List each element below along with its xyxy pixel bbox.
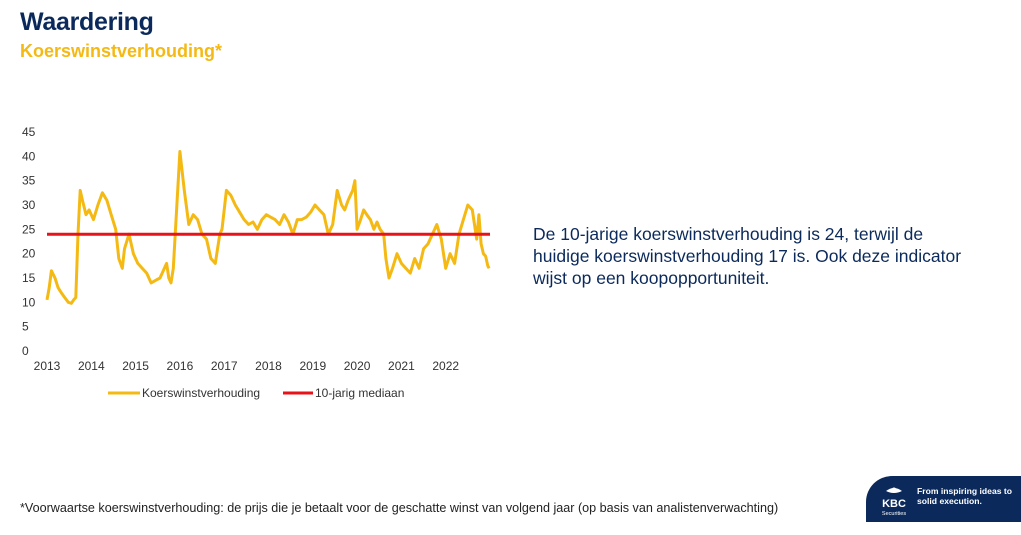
x-axis-tick-labels: 2013 2014 2015 2016 2017 2018 2019 2020 2021 2022 xyxy=(34,359,460,373)
chart-commentary: De 10-jarige koerswinstverhouding is 24,… xyxy=(533,224,962,288)
x-tick-label: 2019 xyxy=(299,359,326,373)
brand-name: KBC xyxy=(882,498,906,510)
x-tick-label: 2022 xyxy=(432,359,459,373)
legend-label-median: 10-jarig mediaan xyxy=(315,386,404,400)
x-tick-label: 2020 xyxy=(344,359,371,373)
x-tick-label: 2018 xyxy=(255,359,282,373)
x-tick-label: 2017 xyxy=(211,359,238,373)
footnote: *Voorwaartse koerswinstverhouding: de pr… xyxy=(20,501,779,515)
chart-legend: Koerswinstverhouding 10-jarig mediaan xyxy=(108,386,404,400)
series-lines xyxy=(45,150,491,305)
brand-badge: KBC Securities From inspiring ideas to s… xyxy=(866,476,1021,522)
y-tick-label: 10 xyxy=(22,295,36,309)
legend-item-pe: Koerswinstverhouding xyxy=(108,386,260,400)
y-axis-tick-labels: 0 5 10 15 20 25 30 35 40 45 xyxy=(22,125,36,358)
y-tick-label: 20 xyxy=(22,247,36,261)
y-tick-label: 45 xyxy=(22,125,36,139)
x-tick-label: 2016 xyxy=(167,359,194,373)
y-tick-label: 35 xyxy=(22,174,36,188)
x-tick-label: 2013 xyxy=(34,359,61,373)
y-tick-label: 5 xyxy=(22,320,29,334)
page-title: Waardering xyxy=(20,8,154,36)
x-tick-label: 2014 xyxy=(78,359,105,373)
y-tick-label: 25 xyxy=(22,222,36,236)
brand-tagline: From inspiring ideas to solid execution. xyxy=(917,486,1013,506)
legend-label-pe: Koerswinstverhouding xyxy=(142,386,260,400)
page-subtitle: Koerswinstverhouding* xyxy=(20,41,223,61)
legend-item-median: 10-jarig mediaan xyxy=(283,386,404,400)
y-tick-label: 15 xyxy=(22,271,36,285)
x-tick-label: 2021 xyxy=(388,359,415,373)
y-tick-label: 0 xyxy=(22,344,29,358)
y-tick-label: 30 xyxy=(22,198,36,212)
kbc-logo-icon: KBC Securities xyxy=(882,487,906,517)
x-tick-label: 2015 xyxy=(122,359,149,373)
brand-division: Securities xyxy=(882,511,906,517)
pe-ratio-line xyxy=(45,150,491,305)
y-tick-label: 40 xyxy=(22,149,36,163)
